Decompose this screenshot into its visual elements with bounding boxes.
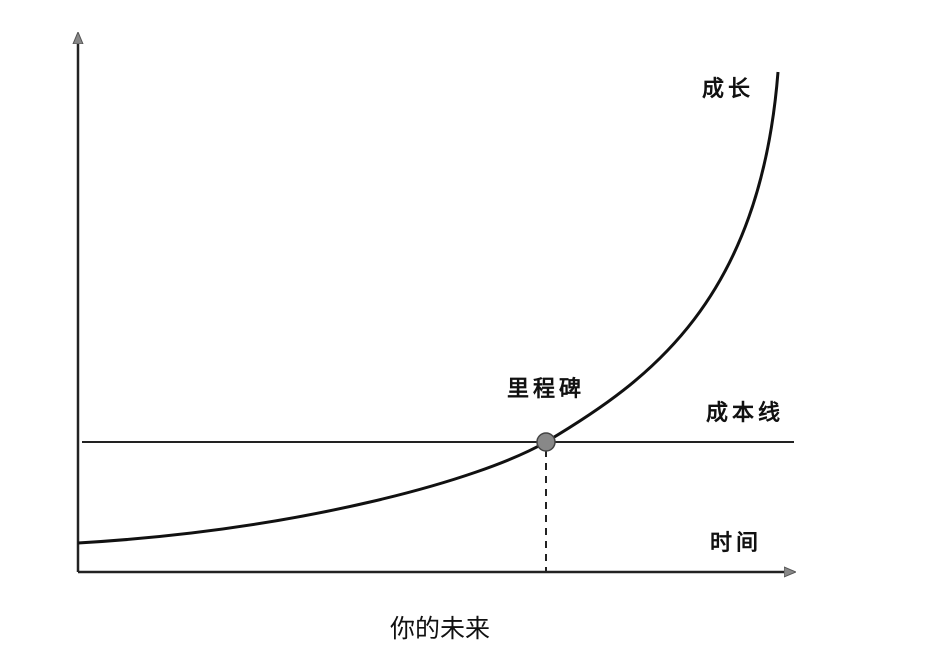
milestone-point [536,432,556,452]
growth-curve [77,71,780,545]
growth-label: 成长 [702,77,754,102]
milestone-label: 里程碑 [507,376,585,402]
caption: 你的未来 [390,614,490,643]
time-label: 时间 [710,531,762,556]
cost-line-label: 成本线 [706,400,784,426]
